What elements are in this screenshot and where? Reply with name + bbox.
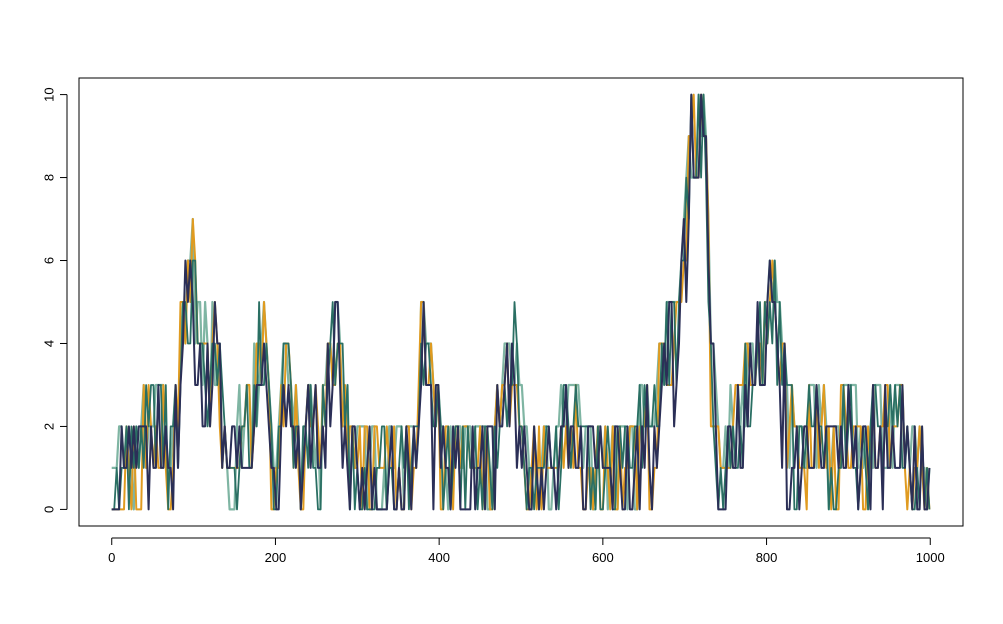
y-tick-label: 8: [42, 174, 57, 181]
x-tick-label: 400: [428, 550, 450, 565]
plot-frame: [78, 77, 964, 527]
y-tick-label: 0: [42, 506, 57, 513]
series-layer: [111, 93, 931, 511]
x-axis: 0 200 400 600 800 1000: [108, 537, 945, 565]
series-line-3: [111, 93, 931, 511]
x-tick-label: 800: [756, 550, 778, 565]
series-line-4: [111, 93, 931, 511]
y-axis: 0 2 4 6 8 10: [42, 87, 68, 513]
y-tick-label: 6: [42, 257, 57, 264]
x-tick-label: 600: [592, 550, 614, 565]
y-tick-label: 4: [42, 340, 57, 347]
x-tick-label: 1000: [916, 550, 945, 565]
x-tick-label: 200: [265, 550, 287, 565]
x-tick-label: 0: [108, 550, 115, 565]
y-tick-label: 2: [42, 423, 57, 430]
y-tick-label: 10: [42, 87, 57, 101]
